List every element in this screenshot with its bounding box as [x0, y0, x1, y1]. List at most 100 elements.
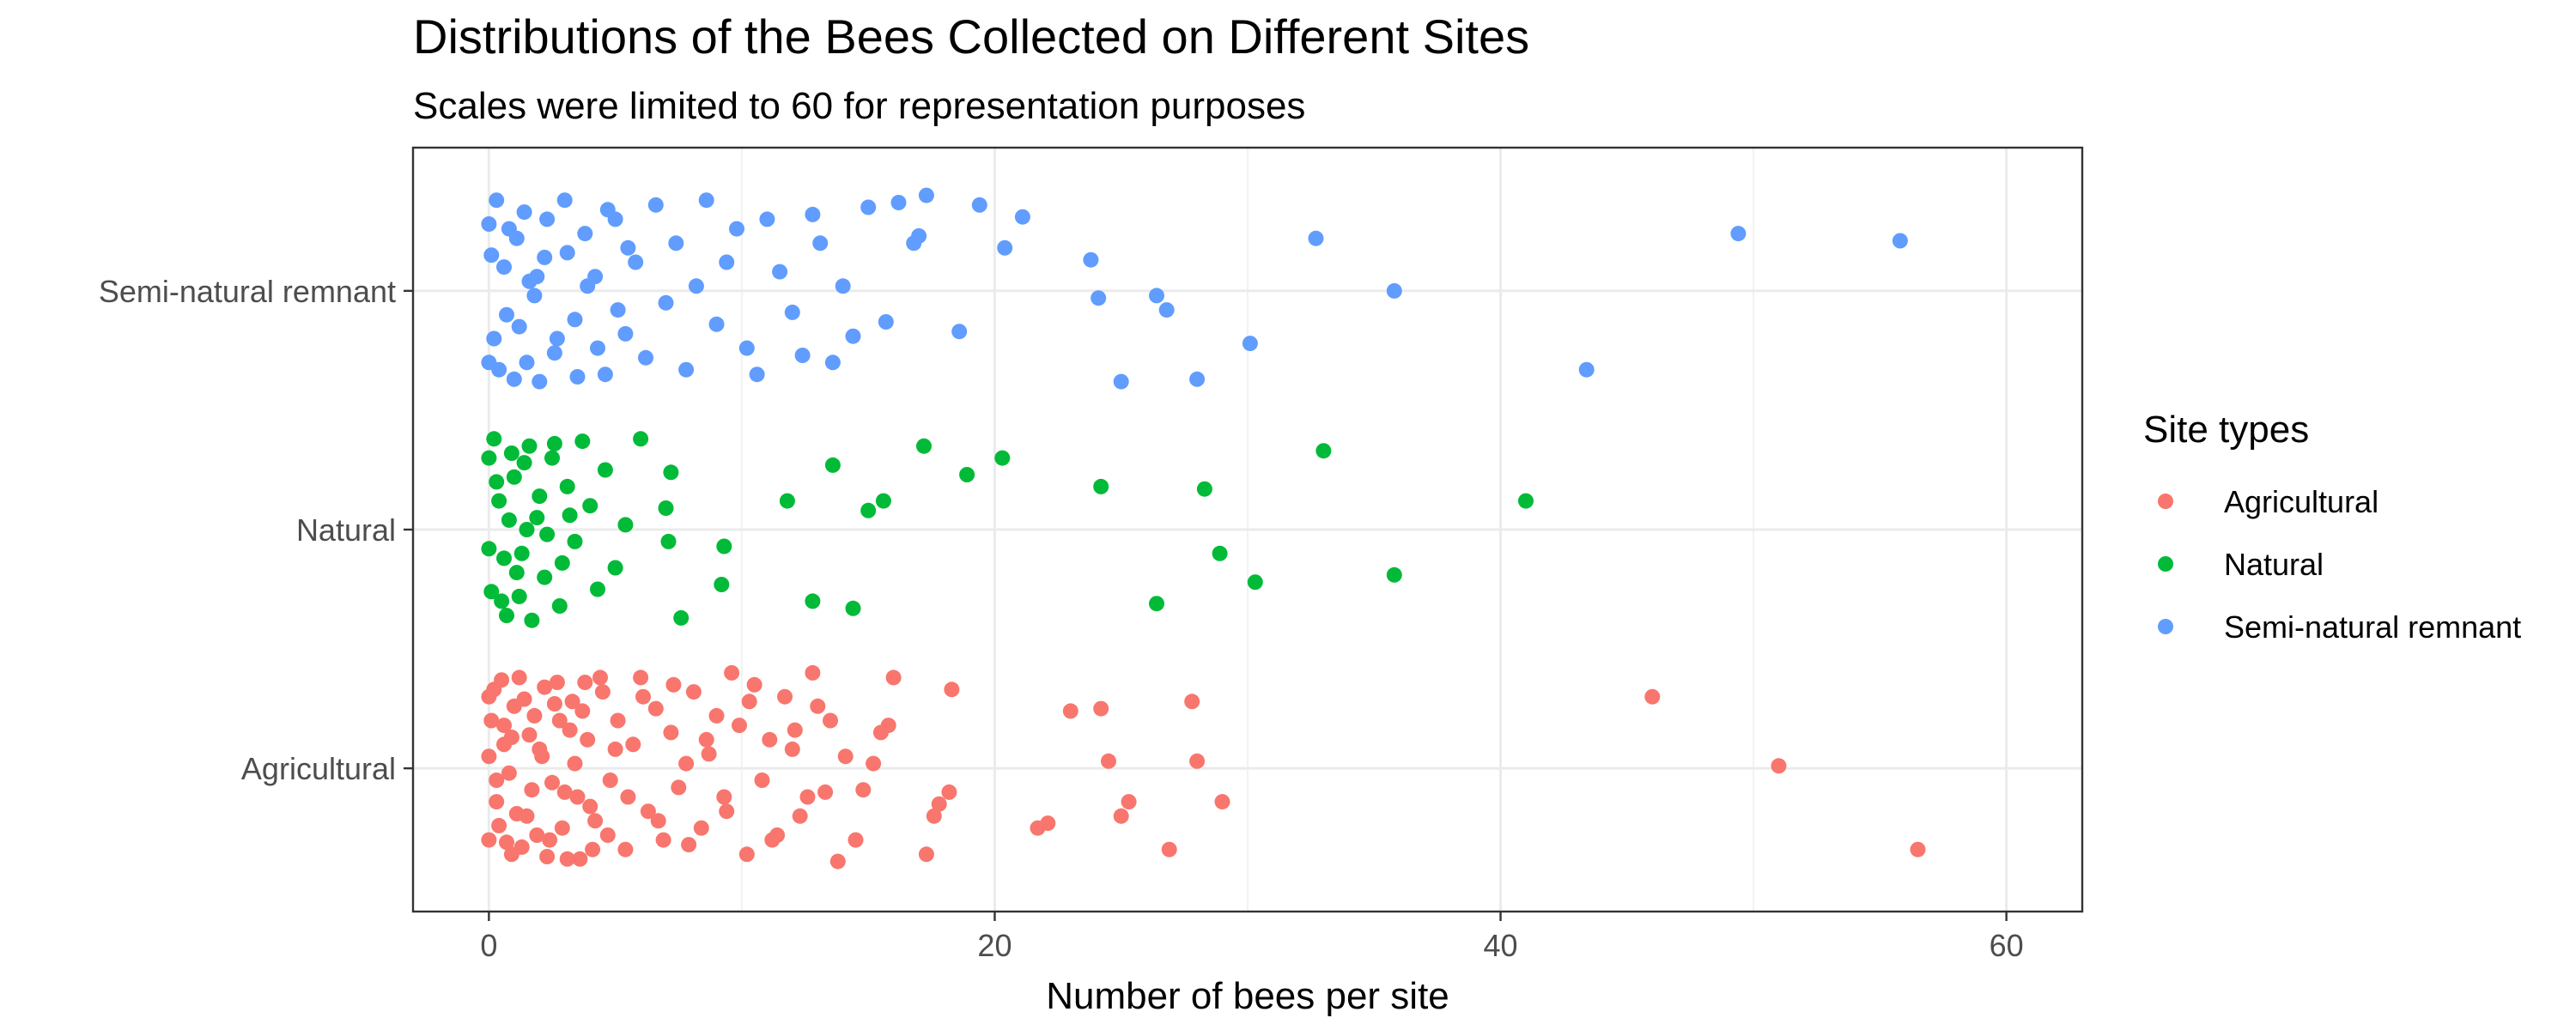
- data-point: [794, 348, 811, 363]
- data-point: [539, 211, 556, 227]
- data-point: [663, 724, 679, 741]
- data-point: [1093, 700, 1109, 717]
- data-point: [567, 533, 583, 549]
- data-point: [708, 316, 725, 332]
- data-point: [519, 522, 535, 537]
- data-point: [681, 837, 697, 853]
- data-point: [499, 306, 514, 323]
- data-point: [544, 774, 560, 791]
- data-point: [918, 187, 934, 203]
- data-point: [539, 526, 556, 542]
- data-point: [486, 330, 502, 347]
- data-point: [1518, 493, 1534, 509]
- data-point: [597, 462, 613, 478]
- data-point: [496, 259, 512, 276]
- data-point: [1189, 753, 1206, 769]
- data-point: [526, 288, 543, 304]
- data-point: [503, 445, 519, 461]
- data-point: [580, 731, 596, 748]
- data-point: [719, 254, 735, 270]
- data-point: [483, 584, 500, 600]
- legend-key: [2158, 556, 2173, 572]
- data-point: [521, 438, 538, 454]
- data-point: [792, 808, 808, 824]
- data-point: [542, 832, 558, 848]
- data-point: [754, 772, 770, 788]
- x-axis-label: Number of bees per site: [1046, 975, 1449, 1017]
- data-point: [607, 741, 623, 757]
- data-point: [764, 832, 781, 848]
- data-point: [1308, 230, 1324, 246]
- data-point: [511, 670, 527, 686]
- data-point: [496, 718, 512, 734]
- y-tick-label: Semi-natural remnant: [99, 274, 396, 309]
- data-point: [724, 664, 740, 681]
- data-point: [805, 593, 821, 609]
- data-point: [777, 688, 793, 705]
- data-point: [594, 684, 611, 700]
- data-point: [650, 813, 666, 829]
- data-point: [1113, 373, 1129, 390]
- data-point: [1386, 282, 1402, 299]
- data-point: [516, 455, 532, 471]
- data-point: [556, 784, 573, 800]
- data-point: [1189, 371, 1206, 387]
- y-tick-label: Natural: [296, 512, 396, 548]
- data-point: [537, 569, 553, 585]
- data-point: [805, 206, 821, 222]
- data-point: [513, 839, 530, 855]
- data-point: [647, 700, 664, 717]
- chart-title: Distributions of the Bees Collected on D…: [413, 9, 1529, 64]
- data-point: [926, 808, 942, 824]
- data-point: [890, 195, 907, 210]
- data-point: [513, 545, 530, 561]
- data-point: [860, 502, 877, 518]
- data-point: [494, 672, 510, 688]
- data-point: [501, 221, 517, 237]
- data-point: [489, 474, 505, 490]
- data-point: [574, 433, 591, 450]
- data-point: [567, 312, 583, 328]
- legend: Site types Agricultural Natural Semi-natur…: [2143, 409, 2521, 645]
- data-point: [599, 827, 616, 843]
- data-point: [546, 345, 562, 361]
- data-point: [714, 577, 730, 592]
- data-point: [501, 512, 517, 528]
- data-point: [580, 278, 596, 294]
- legend-key: [2158, 494, 2173, 509]
- data-point: [610, 302, 626, 318]
- data-point: [503, 730, 519, 745]
- data-point: [817, 784, 834, 800]
- data-point: [716, 789, 732, 805]
- data-point: [872, 724, 889, 741]
- data-point: [799, 789, 816, 805]
- data-point: [1101, 753, 1116, 769]
- data-point: [532, 741, 548, 757]
- data-point: [577, 226, 593, 242]
- data-point: [521, 727, 538, 743]
- data-point: [483, 247, 500, 264]
- data-point: [866, 755, 882, 772]
- data-point: [837, 748, 854, 765]
- data-point: [499, 608, 514, 624]
- data-point: [617, 325, 634, 342]
- data-point: [569, 789, 586, 805]
- data-point: [491, 817, 507, 833]
- data-point: [1578, 361, 1595, 378]
- data-point: [719, 803, 735, 820]
- data-point: [559, 478, 575, 494]
- data-point: [577, 675, 593, 690]
- data-point: [537, 679, 553, 695]
- legend-label: Semi-natural remnant: [2224, 609, 2521, 645]
- data-point: [673, 609, 690, 626]
- data-point: [829, 853, 846, 869]
- data-point: [519, 354, 535, 371]
- data-point: [951, 324, 968, 340]
- data-point: [587, 813, 604, 829]
- data-point: [633, 670, 649, 686]
- data-point: [511, 588, 527, 604]
- data-point: [628, 254, 644, 270]
- data-point: [941, 784, 957, 800]
- data-point: [620, 239, 636, 256]
- legend-title: Site types: [2143, 409, 2309, 451]
